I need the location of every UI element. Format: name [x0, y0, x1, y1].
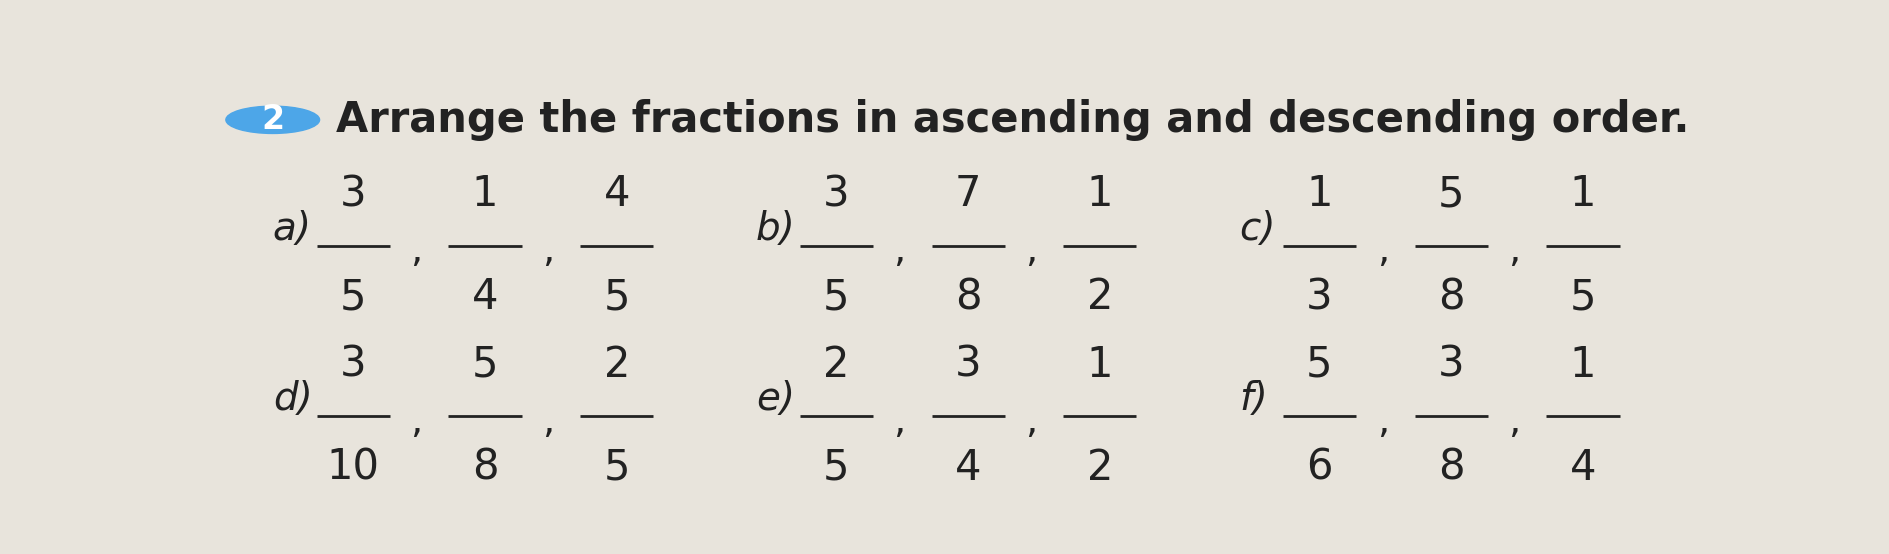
Text: 5: 5 — [824, 447, 850, 489]
Text: 3: 3 — [1438, 344, 1464, 386]
Text: ,: , — [1026, 402, 1037, 439]
Text: 3: 3 — [954, 344, 982, 386]
Text: 3: 3 — [824, 173, 850, 215]
Text: ,: , — [542, 402, 553, 439]
Text: ,: , — [1507, 231, 1521, 269]
Text: ,: , — [410, 402, 423, 439]
Text: e): e) — [756, 380, 795, 418]
Text: ,: , — [1026, 231, 1037, 269]
Text: 4: 4 — [603, 173, 631, 215]
Text: 3: 3 — [340, 173, 366, 215]
Text: b): b) — [756, 209, 795, 248]
Text: 5: 5 — [1570, 276, 1596, 318]
Text: 4: 4 — [472, 276, 499, 318]
Text: 4: 4 — [1570, 447, 1596, 489]
Circle shape — [227, 106, 319, 134]
Text: c): c) — [1239, 209, 1275, 248]
Text: 1: 1 — [1086, 173, 1113, 215]
Text: 5: 5 — [603, 276, 631, 318]
Text: 2: 2 — [824, 344, 850, 386]
Text: Arrange the fractions in ascending and descending order.: Arrange the fractions in ascending and d… — [336, 99, 1689, 141]
Text: 5: 5 — [1438, 173, 1464, 215]
Text: 2: 2 — [1086, 276, 1113, 318]
Text: 1: 1 — [472, 173, 499, 215]
Text: f): f) — [1239, 380, 1268, 418]
Text: 1: 1 — [1305, 173, 1334, 215]
Text: 5: 5 — [340, 276, 366, 318]
Text: ,: , — [1377, 402, 1388, 439]
Text: ,: , — [1377, 231, 1388, 269]
Text: ,: , — [542, 231, 553, 269]
Text: 8: 8 — [1438, 276, 1464, 318]
Text: 3: 3 — [1305, 276, 1334, 318]
Text: 3: 3 — [340, 344, 366, 386]
Text: 10: 10 — [327, 447, 380, 489]
Text: 2: 2 — [261, 103, 283, 136]
Text: d): d) — [272, 380, 312, 418]
Text: 8: 8 — [1438, 447, 1464, 489]
Text: 5: 5 — [472, 344, 499, 386]
Text: 8: 8 — [954, 276, 982, 318]
Text: 4: 4 — [954, 447, 982, 489]
Text: ,: , — [1507, 402, 1521, 439]
Text: 7: 7 — [956, 173, 980, 215]
Text: 5: 5 — [1305, 344, 1334, 386]
Text: 6: 6 — [1305, 447, 1334, 489]
Text: ,: , — [893, 402, 905, 439]
Text: 1: 1 — [1570, 344, 1596, 386]
Text: ,: , — [410, 231, 423, 269]
Text: 1: 1 — [1570, 173, 1596, 215]
Text: 2: 2 — [604, 344, 629, 386]
Text: 5: 5 — [824, 276, 850, 318]
Text: ,: , — [893, 231, 905, 269]
Text: 1: 1 — [1086, 344, 1113, 386]
Text: 8: 8 — [472, 447, 499, 489]
Text: a): a) — [272, 209, 312, 248]
Text: 5: 5 — [603, 447, 631, 489]
Text: 2: 2 — [1086, 447, 1113, 489]
